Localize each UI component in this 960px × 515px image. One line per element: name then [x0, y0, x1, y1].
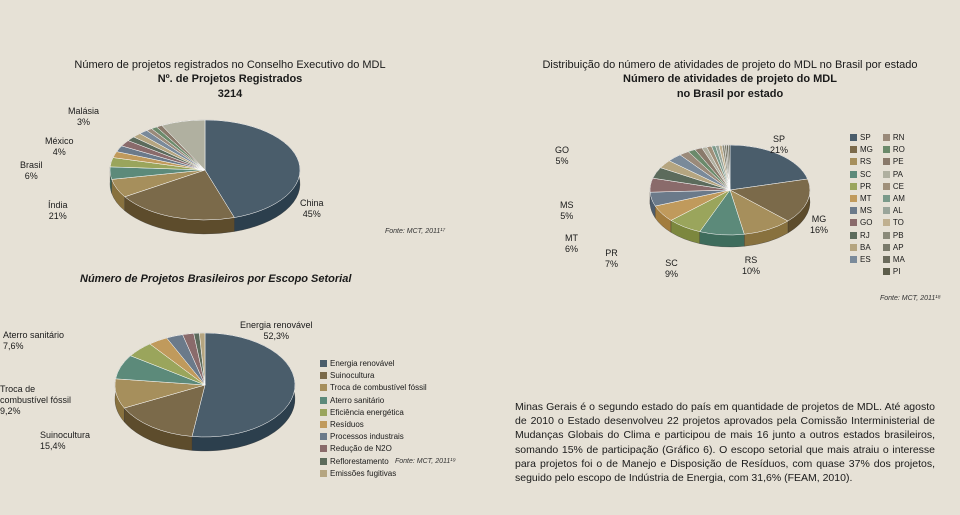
legend-item-to: TO — [883, 217, 905, 228]
legend-item-aterro-sanitário: Aterro sanitário — [320, 395, 427, 406]
legend-item-go: GO — [850, 217, 873, 228]
chart2-pie — [630, 120, 830, 270]
chart2-label-mg: MG16% — [810, 214, 828, 236]
chart1-label-china: China45% — [300, 198, 324, 220]
legend-item-ap: AP — [883, 242, 905, 253]
chart1-source: Fonte: MCT, 2011¹⁷ — [385, 228, 445, 235]
legend-item-ba: BA — [850, 242, 873, 253]
chart3-label-aterro: Aterro sanitário7,6% — [3, 330, 64, 352]
chart1-title: Número de projetos registrados no Consel… — [40, 58, 420, 101]
legend-item-pa: PA — [883, 169, 905, 180]
legend-item-rs: RS — [850, 156, 873, 167]
chart1-label-mexico: México4% — [45, 136, 74, 158]
chart3-label-troca: Troca decombustível fóssil9,2% — [0, 384, 71, 416]
chart2-label-ms: MS5% — [560, 200, 574, 222]
body-paragraph: Minas Gerais é o segundo estado do país … — [515, 400, 935, 485]
chart1-label-brasil: Brasil6% — [20, 160, 43, 182]
chart2-label-rs: RS10% — [742, 255, 760, 277]
chart2-label-sc: SC9% — [665, 258, 678, 280]
legend-item-eficiência-energética: Eficiência energética — [320, 407, 427, 418]
chart2-label-mt: MT6% — [565, 233, 578, 255]
chart2-label-sp: SP21% — [770, 134, 788, 156]
chart3-label-suino: Suinocultura15,4% — [40, 430, 90, 452]
chart2-legend: SPMGRS SCPRMTMSGO RJBAES RNROPE PACEAMALTO PB… — [850, 132, 905, 278]
legend-item-pr: PR — [850, 181, 873, 192]
legend-item-mt: MT — [850, 193, 873, 204]
legend-item-energia-renovável: Energia renovável — [320, 358, 427, 369]
legend-item-troca-de-combustível-fóssil: Troca de combustível fóssil — [320, 382, 427, 393]
legend-item-sp: SP — [850, 132, 873, 143]
chart2-source: Fonte: MCT, 2011¹⁸ — [880, 295, 941, 302]
legend-item-pb: PB — [883, 230, 905, 241]
legend-item-emissões-fugitivas: Emissões fugitivas — [320, 468, 427, 479]
legend-item-resíduos: Resíduos — [320, 419, 427, 430]
legend-item-processos-industrais: Processos industrais — [320, 431, 427, 442]
chart1-label-malasia: Malásia3% — [68, 106, 99, 128]
legend-item-es: ES — [850, 254, 873, 265]
legend-item-ce: CE — [883, 181, 905, 192]
legend-item-pi: PI — [883, 266, 905, 277]
chart3-title: Número de Projetos Brasileiros por Escop… — [80, 273, 351, 285]
chart1-pie — [95, 100, 315, 260]
legend-item-rj: RJ — [850, 230, 873, 241]
legend-item-rn: RN — [883, 132, 905, 143]
chart3-label-energia: Energia renovável52,3% — [240, 320, 313, 342]
page: { "background_color": "#e6e1d6", "chart1… — [0, 0, 960, 515]
legend-item-redução-de-n2o: Redução de N2O — [320, 443, 427, 454]
legend-item-ms: MS — [850, 205, 873, 216]
legend-item-am: AM — [883, 193, 905, 204]
legend-item-mg: MG — [850, 144, 873, 155]
legend-item-ma: MA — [883, 254, 905, 265]
chart3-source: Fonte: MCT, 2011¹⁹ — [395, 458, 456, 465]
chart1-label-india: Índia21% — [48, 200, 68, 222]
chart2-title: Distribuição do número de atividades de … — [520, 58, 940, 101]
legend-item-sc: SC — [850, 169, 873, 180]
legend-item-suinocultura: Suinocultura — [320, 370, 427, 381]
legend-item-ro: RO — [883, 144, 905, 155]
chart2-label-pr: PR7% — [605, 248, 618, 270]
legend-item-al: AL — [883, 205, 905, 216]
legend-item-pe: PE — [883, 156, 905, 167]
chart2-label-go: GO5% — [555, 145, 569, 167]
